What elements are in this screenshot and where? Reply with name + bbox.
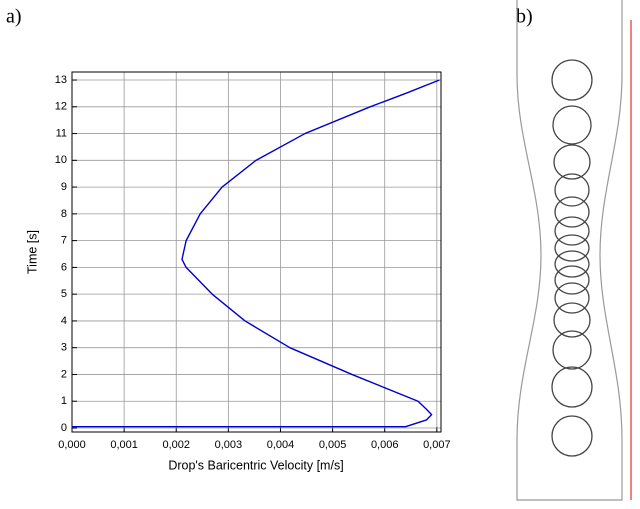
drop [554,282,590,314]
drop [554,265,590,295]
y-tick-label: 5 [61,288,67,300]
channel-diagram [516,0,632,501]
y-tick-label: 3 [61,342,67,354]
y-tick-label: 11 [56,127,67,139]
y-tick-label: 13 [55,74,67,86]
drop [552,105,592,145]
x-tick-label: 0,007 [423,439,451,451]
y-tick-label: 10 [55,154,67,166]
y-tick-label: 7 [61,235,67,247]
drop [551,59,593,101]
drop [554,173,590,207]
drop [552,330,592,370]
data-line [72,79,440,428]
drop [553,144,591,180]
plot-area: 0,000 0,001 0,002 0,003 0,004 0,005 0,006 0,007… [55,71,451,451]
x-tick-label: 0,005 [319,439,347,451]
drop [554,196,590,228]
x-tick-label: 0,000 [58,439,86,451]
drop [554,234,590,262]
drop [551,415,593,457]
x-tick-label: 0,003 [215,439,243,451]
y-tick-label: 6 [61,261,67,273]
y-axis-title: Time [s] [25,230,39,274]
drop [551,366,593,408]
y-tick-label: 2 [61,368,67,380]
x-tick-label: 0,002 [162,439,190,451]
y-tick-label: 0 [61,422,67,434]
x-tick-label: 0,004 [267,439,295,451]
panel-label: b) [516,6,533,28]
drops [551,59,593,457]
y-tick-label: 12 [55,101,67,113]
y-tick-label: 1 [61,395,67,407]
x-axis-title: Drop's Baricentric Velocity [m/s] [168,458,343,472]
drop [554,250,590,278]
x-tick-label: 0,006 [371,439,399,451]
y-tick-label: 4 [61,315,67,327]
y-tick-label: 9 [61,181,67,193]
drop [553,302,591,338]
plot-frame [71,71,442,433]
channel-wall [516,0,623,501]
x-tick-label: 0,001 [110,439,138,451]
panel-label: a) [6,6,22,28]
drop [554,216,590,246]
y-tick-label: 8 [61,208,67,220]
